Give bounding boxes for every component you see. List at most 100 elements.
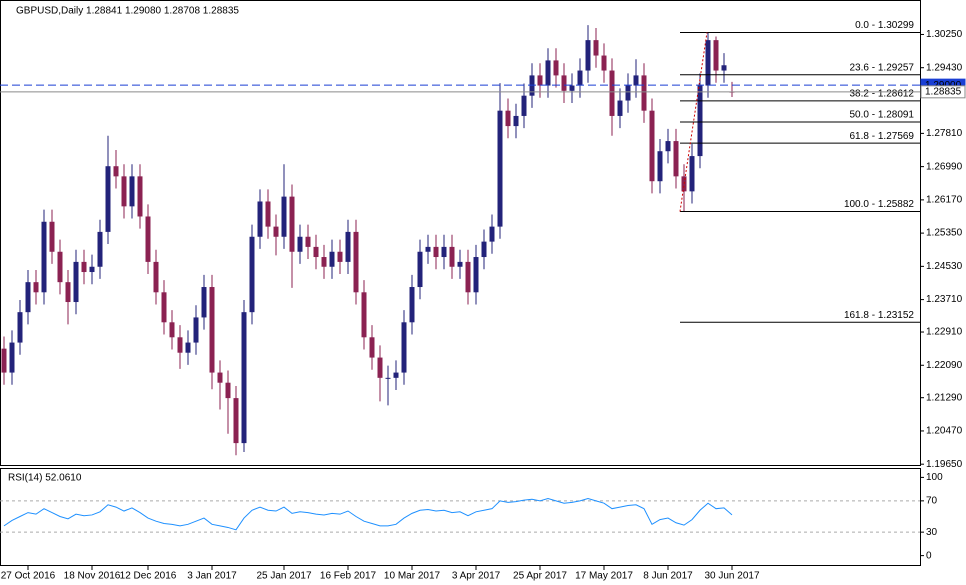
candle-body [721,65,727,71]
candle-body [281,196,287,237]
x-tick-label: 3 Jan 2017 [187,571,237,582]
candle-body [513,115,519,127]
candle-body [457,261,463,267]
candle-body [633,75,639,86]
candle-body [321,257,327,267]
candle-body [177,337,183,353]
y-tick-label: 0 [926,550,932,561]
candle-body [105,166,111,232]
candle-body [417,251,423,288]
x-tick-label: 16 Feb 2017 [320,571,377,582]
y-tick-label: 1.19650 [926,459,963,470]
candle-body [145,216,151,262]
candle-body [297,236,303,252]
chart-title: GBPUSD,Daily 1.28841 1.29080 1.28708 1.2… [16,6,239,17]
candle-body [577,70,583,86]
candle-body [433,246,439,258]
candle-body [537,75,543,86]
candle-body [137,176,143,217]
candle-body [553,60,559,76]
candle-body [313,246,319,258]
x-tick-label: 30 Jun 2017 [704,571,759,582]
candle-body [385,377,391,379]
candle-body [265,201,271,227]
candle-body [361,292,367,338]
candle-body [609,70,615,116]
candle-body [65,282,71,303]
candle-body [81,261,87,273]
candle-body [649,110,655,182]
x-tick-label: 18 Nov 2016 [64,571,121,582]
candle-body [473,257,479,293]
y-tick-label: 1.26170 [926,195,963,206]
x-tick-label: 25 Apr 2017 [513,571,567,582]
candle-body [217,372,223,383]
candle-body [9,342,15,373]
candle-body [545,60,551,86]
candle-body [657,151,663,182]
y-tick-label: 1.26990 [926,161,963,172]
x-tick-label: 25 Jan 2017 [256,571,311,582]
candle-body [305,236,311,247]
candle-body [625,85,631,101]
price-box [920,85,966,99]
candle-body [273,226,279,237]
candle-body [449,246,455,267]
fib-label: 50.0 - 1.28091 [850,110,915,121]
candle-body [153,261,159,293]
fib-label: 23.6 - 1.29257 [850,62,915,73]
x-tick-label: 27 Oct 2016 [1,571,56,582]
candle-body [169,322,175,338]
y-tick-label: 1.30250 [926,29,963,40]
candle-body [25,282,31,313]
x-tick-label: 8 Jun 2017 [643,571,693,582]
candle-body [185,342,191,353]
candle-body [681,176,687,192]
price-panel [0,0,921,466]
y-tick-label: 1.22090 [926,360,963,371]
rsi-panel [0,468,921,566]
candle-body [129,176,135,207]
y-tick-label: 1.27810 [926,128,963,139]
candle-body [697,85,703,157]
candle-body [337,251,343,262]
y-tick-label: 1.24530 [926,261,963,272]
candle-body [401,322,407,373]
y-tick-label: 1.20470 [926,426,963,437]
rsi-title: RSI(14) 52.0610 [8,473,82,484]
y-tick-label: 1.23710 [926,294,963,305]
candle-body [665,141,671,152]
candle-body [497,110,503,227]
candle-body [569,85,575,91]
price-box-label: 1.29000 [925,80,962,91]
candle-body [369,337,375,358]
candle-body [249,236,255,313]
candle-body [57,251,63,283]
candle-body [209,287,215,373]
x-tick-label: 17 May 2017 [575,571,633,582]
candle-body [345,231,351,262]
candle-body [121,176,127,207]
candle-body [521,95,527,116]
fib-label: 61.8 - 1.27569 [850,131,915,142]
candle-body [161,292,167,323]
candle-body [89,266,95,273]
y-tick-label: 70 [926,495,938,506]
candle-body [617,100,623,116]
candle-body [1,348,7,373]
candle-body [193,317,199,343]
candle-body [353,231,359,293]
candle-body [73,261,79,303]
x-tick-label: 12 Dec 2016 [120,571,177,582]
x-tick-label: 3 Apr 2017 [452,571,501,582]
candle-body [465,261,471,293]
candle-body [329,251,335,267]
candle-body [713,40,719,71]
candle-body [257,201,263,237]
candle-body [505,110,511,127]
y-tick-label: 1.29430 [926,62,963,73]
candle-body [561,75,567,91]
candle-body [49,221,55,252]
candle-body [113,166,119,177]
